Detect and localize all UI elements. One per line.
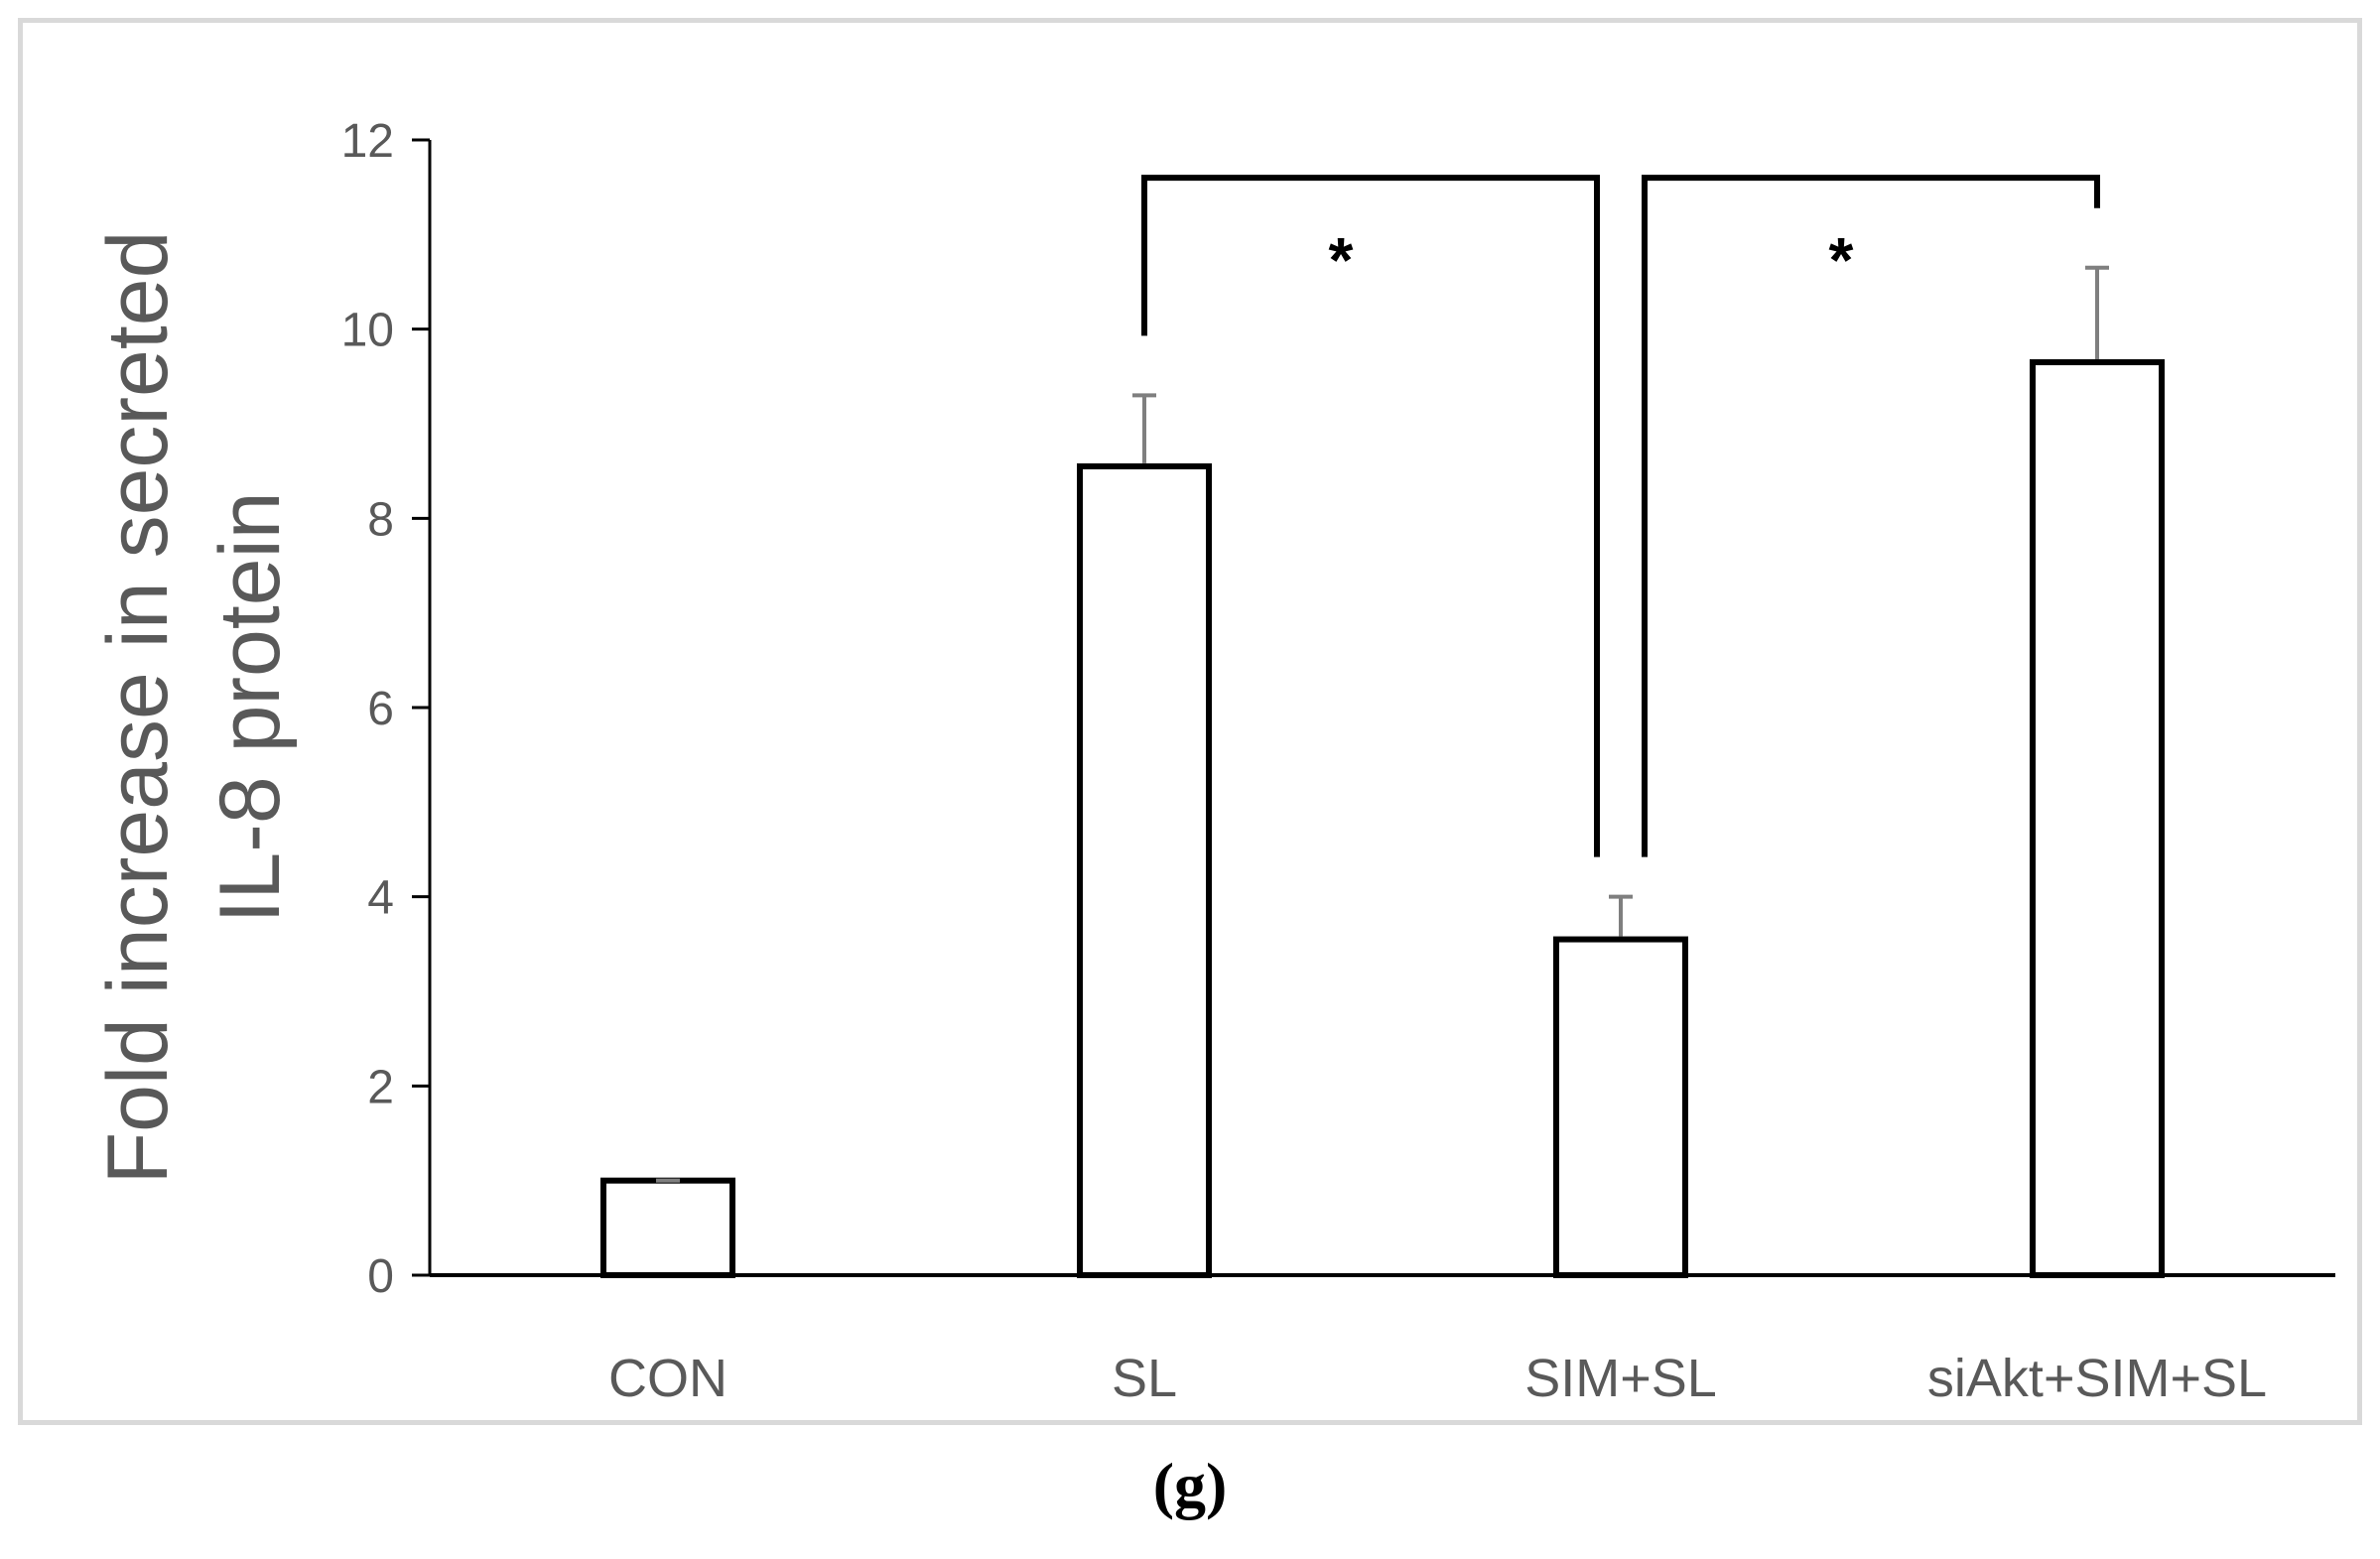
x-axis: CON SL SIM+SL siAkt+SIM+SL bbox=[430, 1273, 2335, 1408]
bar bbox=[1077, 462, 1212, 1278]
significance-star: * bbox=[1329, 224, 1354, 296]
bar bbox=[2030, 359, 2165, 1278]
y-axis-label: Fold increase in secreted IL-8 protein bbox=[90, 231, 298, 1185]
bar-chart: Fold increase in secreted IL-8 protein 0… bbox=[90, 115, 2335, 1408]
y-tick-label: 4 bbox=[367, 872, 394, 925]
error-bars bbox=[656, 265, 2109, 1183]
y-tick-label: 10 bbox=[341, 305, 394, 357]
bar bbox=[600, 1177, 735, 1278]
y-tick-label: 12 bbox=[341, 115, 394, 168]
bar bbox=[1553, 936, 1688, 1278]
y-axis-label-line-2: IL-8 protein bbox=[202, 491, 298, 923]
significance-bracket bbox=[1141, 175, 1600, 857]
y-axis-label-line-1: Fold increase in secreted bbox=[90, 231, 186, 1185]
y-axis: 0 2 4 6 8 10 12 bbox=[341, 115, 432, 1303]
y-tick-label: 2 bbox=[367, 1061, 394, 1113]
x-tick-label: SL bbox=[1112, 1349, 1177, 1408]
y-tick-label: 8 bbox=[367, 493, 394, 546]
panel-label: (g) bbox=[1152, 1450, 1228, 1520]
x-tick-label: SIM+SL bbox=[1524, 1349, 1717, 1408]
y-tick-label: 0 bbox=[367, 1250, 394, 1303]
significance-brackets: * * bbox=[1141, 175, 2100, 857]
figure-frame: Fold increase in secreted IL-8 protein 0… bbox=[18, 18, 2362, 1425]
bars bbox=[600, 359, 2165, 1278]
x-tick-label: siAkt+SIM+SL bbox=[1927, 1349, 2267, 1408]
significance-star: * bbox=[1829, 224, 1854, 296]
y-tick-label: 6 bbox=[367, 683, 394, 735]
x-tick-label: CON bbox=[608, 1349, 727, 1408]
significance-bracket bbox=[1642, 175, 2100, 857]
